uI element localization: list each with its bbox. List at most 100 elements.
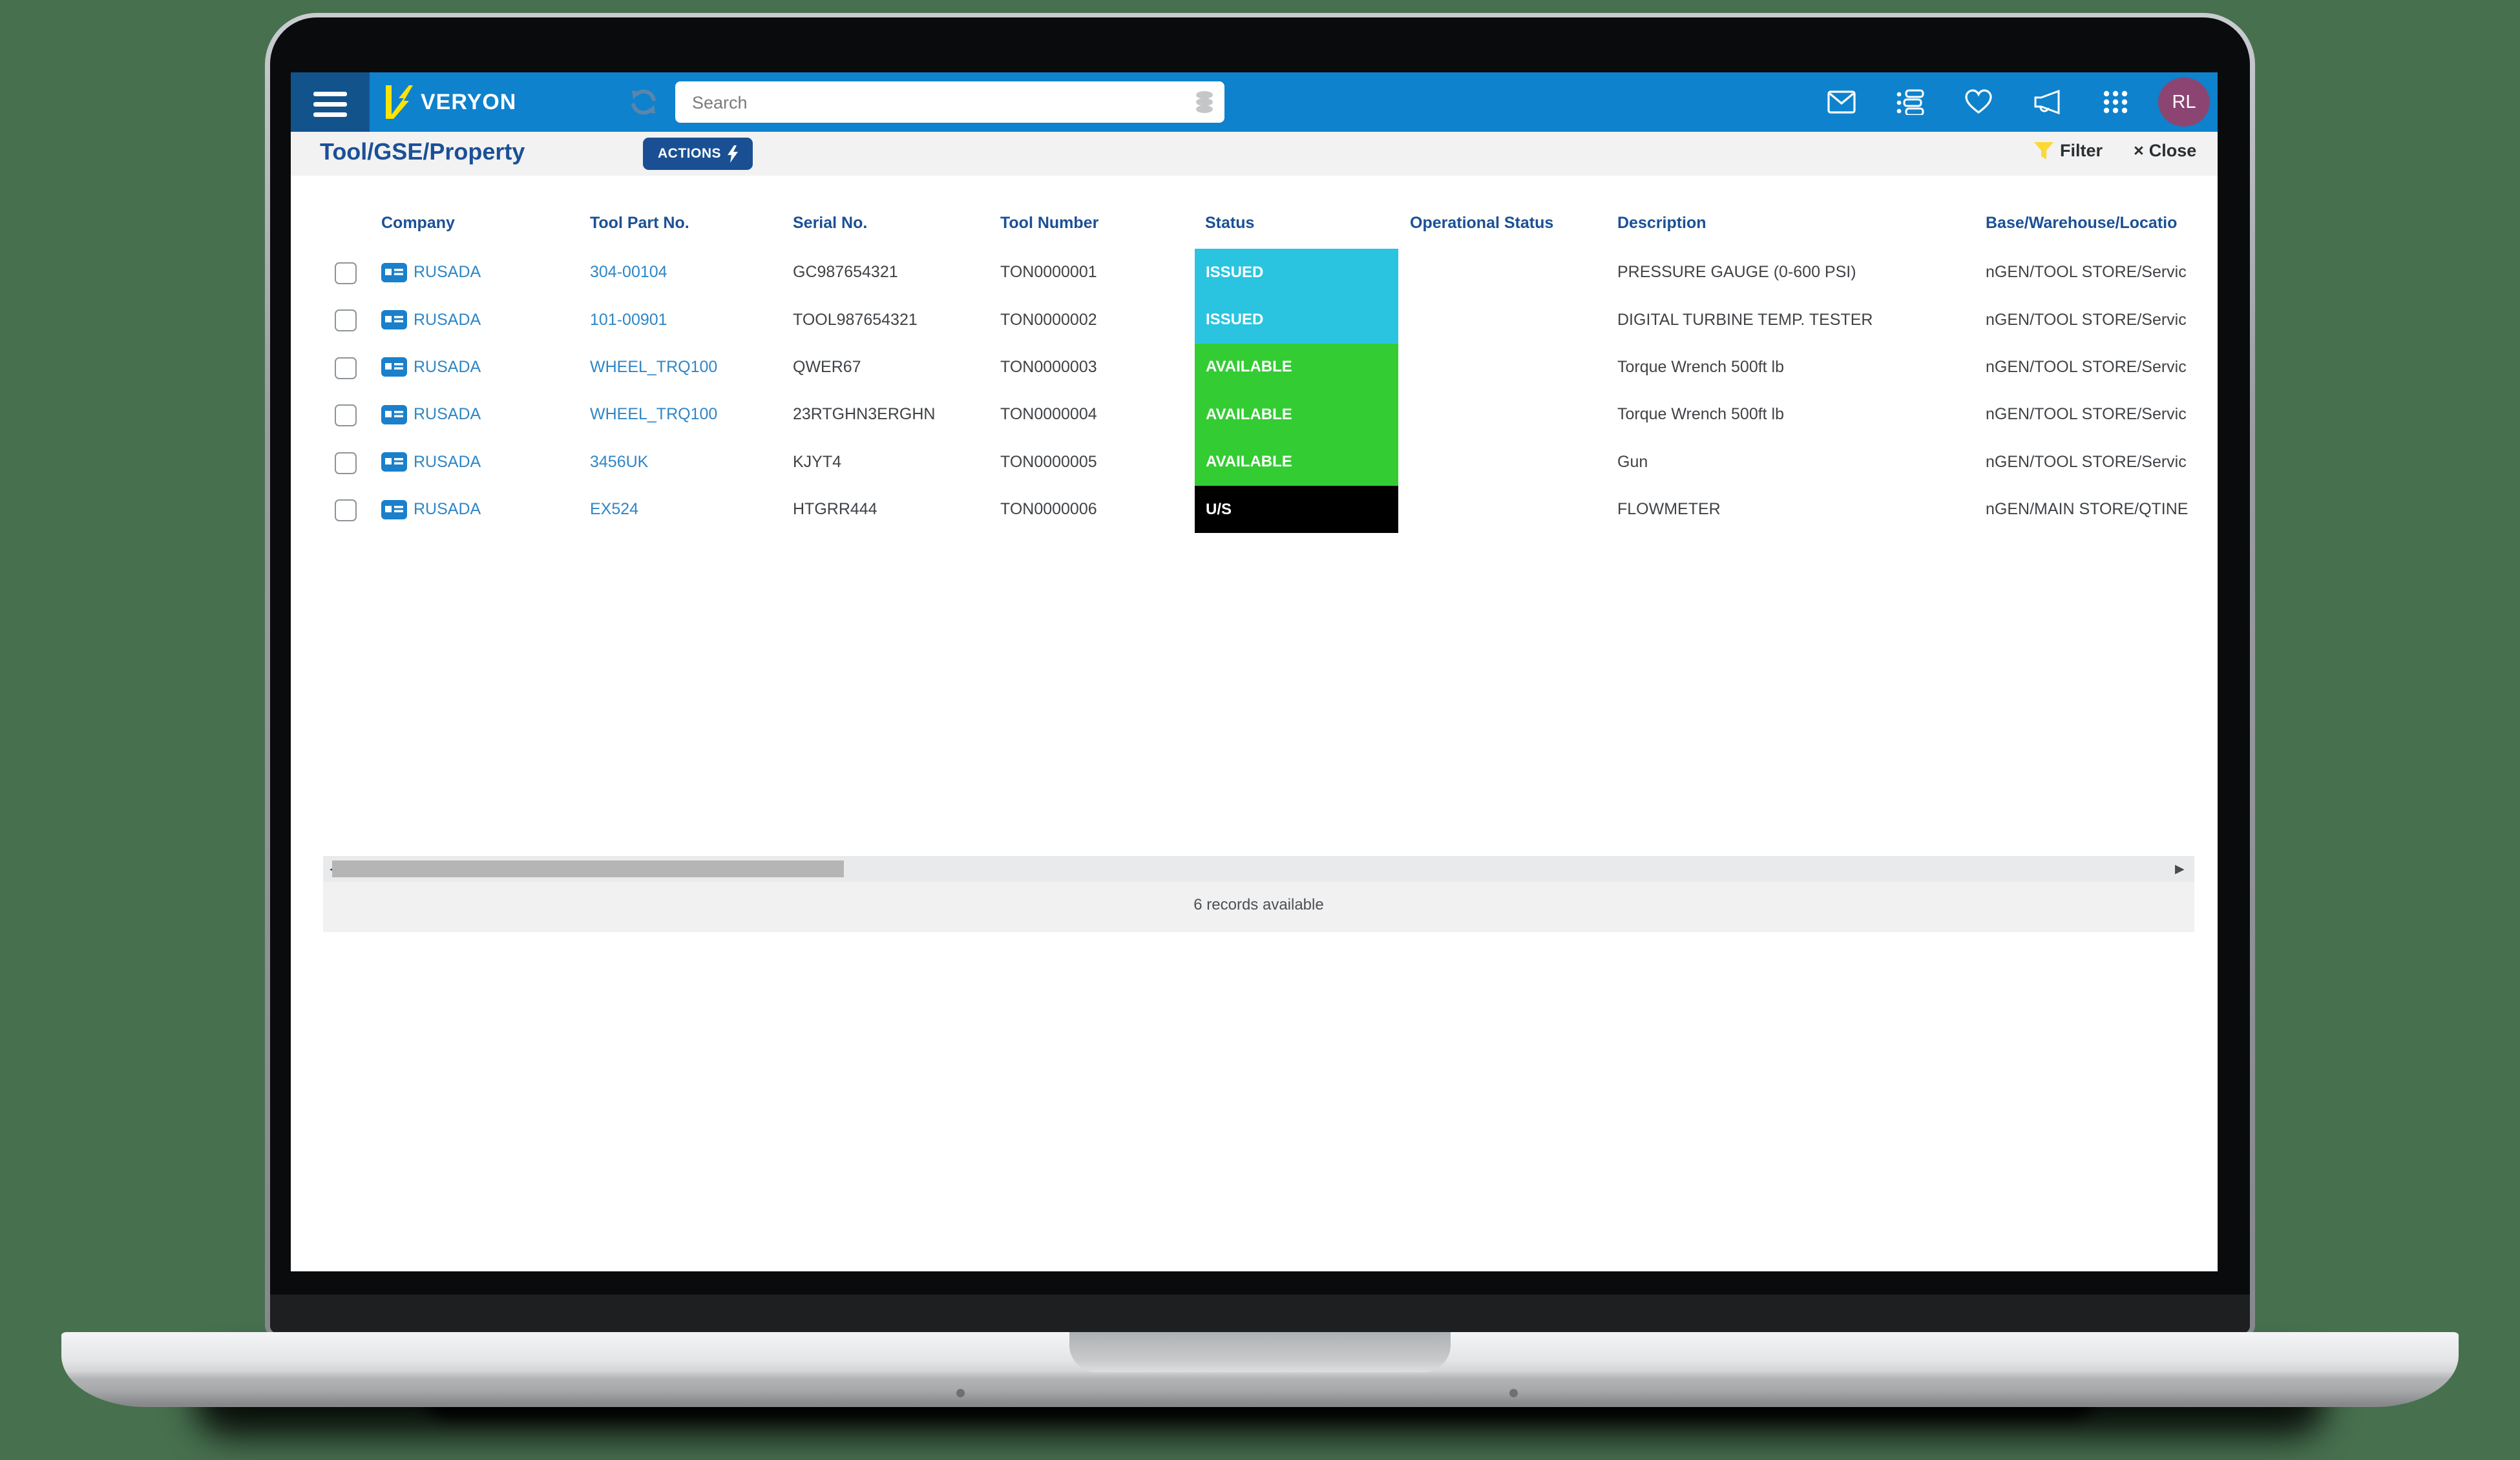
base-warehouse-cell: nGEN/TOOL STORE/Servic <box>1986 357 2187 376</box>
close-label: Close <box>2148 141 2197 160</box>
serial-no-cell: TOOL987654321 <box>793 310 918 329</box>
tool-number-cell: TON0000002 <box>1000 310 1097 329</box>
mail-icon[interactable] <box>1827 89 1856 115</box>
description-cell: DIGITAL TURBINE TEMP. TESTER <box>1617 310 1873 329</box>
company-card-icon <box>381 310 407 330</box>
serial-no-cell: 23RTGHN3ERGHN <box>793 405 936 424</box>
search-box <box>675 81 1224 124</box>
veryon-logo: VERYON <box>384 72 516 132</box>
company-cell: RUSADA <box>381 296 481 343</box>
table-row: RUSADA WHEEL_TRQ100 QWER67 TON0000003 AVAILA… <box>291 343 2218 391</box>
laptop-screw <box>956 1389 965 1397</box>
scroll-right-arrow[interactable]: ▶ <box>2175 862 2185 876</box>
column-header[interactable]: Tool Part No. <box>590 214 689 232</box>
table-body: RUSADA 304-00104 GC987654321 TON0000001 ISSU… <box>291 249 2218 534</box>
app-screen: VERYON <box>291 72 2218 1271</box>
actions-button-label: ACTIONS <box>658 146 721 161</box>
veryon-logo-icon <box>386 85 413 119</box>
table-row: RUSADA 101-00901 TOOL987654321 TON0000002 IS… <box>291 296 2218 344</box>
description-cell: Torque Wrench 500ft lb <box>1617 357 1785 376</box>
filter-funnel-icon <box>2034 141 2053 160</box>
tool-part-no-link[interactable]: WHEEL_TRQ100 <box>590 405 718 424</box>
filter-button[interactable]: Filter <box>2034 141 2103 161</box>
close-button[interactable]: × Close <box>2134 141 2196 161</box>
search-input[interactable] <box>691 81 1171 124</box>
column-header[interactable]: Base/Warehouse/Locatio <box>1986 214 2178 232</box>
megaphone-icon[interactable] <box>2033 89 2061 115</box>
column-header[interactable]: Tool Number <box>1000 214 1099 232</box>
tool-number-cell: TON0000004 <box>1000 405 1097 424</box>
company-cell: RUSADA <box>381 486 481 533</box>
page-title: Tool/GSE/Property <box>320 138 525 165</box>
tool-part-no-link[interactable]: WHEEL_TRQ100 <box>590 357 718 376</box>
company-card-icon <box>381 404 407 424</box>
company-link[interactable]: RUSADA <box>414 263 481 282</box>
tool-part-no-link[interactable]: EX524 <box>590 500 639 519</box>
company-link[interactable]: RUSADA <box>414 452 481 471</box>
tool-part-no-link[interactable]: 3456UK <box>590 452 649 471</box>
tool-number-cell: TON0000005 <box>1000 452 1097 471</box>
company-cell: RUSADA <box>381 391 481 438</box>
description-cell: PRESSURE GAUGE (0-600 PSI) <box>1617 263 1856 282</box>
base-warehouse-cell: nGEN/TOOL STORE/Servic <box>1986 405 2187 424</box>
company-card-icon <box>381 262 407 282</box>
company-card-icon <box>381 499 407 519</box>
row-checkbox[interactable] <box>335 309 357 332</box>
status-badge: AVAILABLE <box>1195 438 1398 486</box>
serial-no-cell: QWER67 <box>793 357 861 376</box>
row-checkbox[interactable] <box>335 499 357 521</box>
tool-part-no-link[interactable]: 304-00104 <box>590 263 667 282</box>
row-checkbox[interactable] <box>335 404 357 427</box>
company-cell: RUSADA <box>381 249 481 296</box>
records-count: 6 records available <box>1193 896 1324 913</box>
lightning-bolt-icon <box>728 145 738 163</box>
scrollbar-thumb[interactable] <box>332 860 844 877</box>
base-warehouse-cell: nGEN/MAIN STORE/QTINE <box>1986 500 2189 519</box>
horizontal-scrollbar[interactable]: ◀ ▶ <box>323 856 2194 882</box>
tool-part-no-link[interactable]: 101-00901 <box>590 310 667 329</box>
tasks-icon[interactable] <box>1896 89 1924 115</box>
company-cell: RUSADA <box>381 439 481 486</box>
laptop-base-notch <box>1069 1332 1451 1372</box>
hamburger-menu-button[interactable] <box>291 72 370 132</box>
page-header: Tool/GSE/Property ACTIONS Filter × Close <box>291 132 2218 176</box>
description-cell: Gun <box>1617 452 1648 471</box>
column-header[interactable]: Operational Status <box>1410 214 1554 232</box>
company-card-icon <box>381 452 407 472</box>
company-link[interactable]: RUSADA <box>414 500 481 519</box>
user-avatar[interactable]: RL <box>2158 78 2210 127</box>
column-header[interactable]: Status <box>1205 214 1255 232</box>
close-x-icon: × <box>2134 141 2144 160</box>
column-header[interactable]: Description <box>1617 214 1706 232</box>
column-header[interactable]: Serial No. <box>793 214 868 232</box>
row-checkbox[interactable] <box>335 452 357 474</box>
table-header-row: Company Tool Part No. Serial No. Tool Numbe… <box>291 205 2218 245</box>
tool-number-cell: TON0000003 <box>1000 357 1097 376</box>
company-link[interactable]: RUSADA <box>414 357 481 376</box>
row-checkbox[interactable] <box>335 262 357 284</box>
status-badge: AVAILABLE <box>1195 391 1398 439</box>
avatar-initials: RL <box>2172 91 2196 112</box>
filter-label: Filter <box>2060 141 2103 160</box>
status-badge: ISSUED <box>1195 296 1398 344</box>
database-icon[interactable] <box>1193 90 1215 114</box>
description-cell: Torque Wrench 500ft lb <box>1617 405 1785 424</box>
company-link[interactable]: RUSADA <box>414 310 481 329</box>
refresh-icon[interactable] <box>628 87 659 118</box>
column-header[interactable]: Company <box>381 214 455 232</box>
serial-no-cell: GC987654321 <box>793 263 898 282</box>
company-link[interactable]: RUSADA <box>414 405 481 424</box>
heart-icon[interactable] <box>1964 89 1993 115</box>
laptop-screw <box>1509 1389 1518 1397</box>
table-row: RUSADA 3456UK KJYT4 TON0000005 AVAILABLE Gun n… <box>291 438 2218 486</box>
table-row: RUSADA 304-00104 GC987654321 TON0000001 ISSU… <box>291 249 2218 297</box>
serial-no-cell: KJYT4 <box>793 452 842 471</box>
base-warehouse-cell: nGEN/TOOL STORE/Servic <box>1986 310 2187 329</box>
base-warehouse-cell: nGEN/TOOL STORE/Servic <box>1986 263 2187 282</box>
hamburger-icon <box>313 92 347 123</box>
company-card-icon <box>381 357 407 377</box>
status-badge: ISSUED <box>1195 249 1398 297</box>
actions-button[interactable]: ACTIONS <box>643 138 753 170</box>
row-checkbox[interactable] <box>335 357 357 379</box>
apps-grid-icon[interactable] <box>2101 89 2130 115</box>
